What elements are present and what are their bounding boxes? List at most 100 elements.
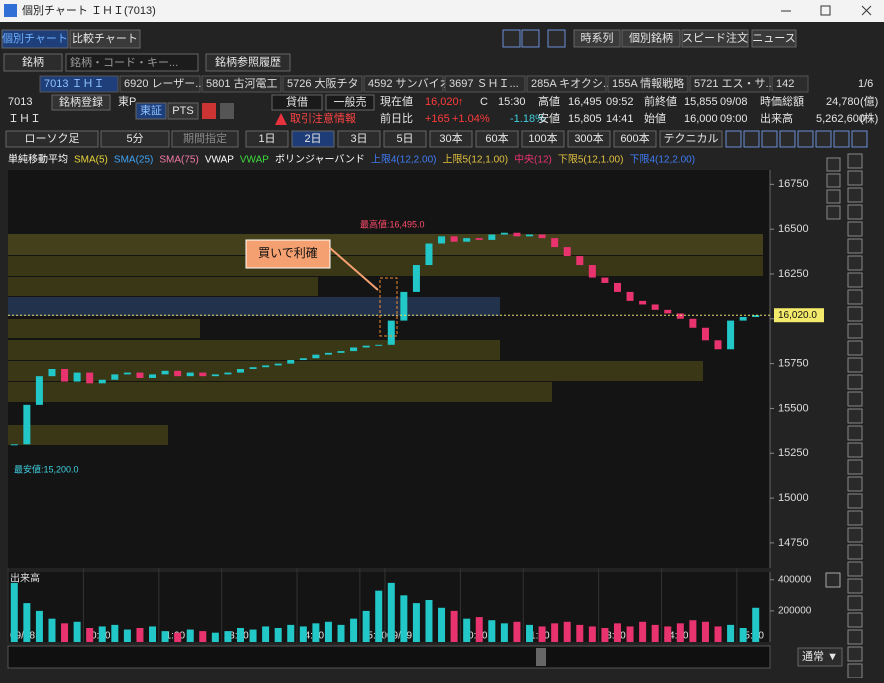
pane-icon[interactable] — [826, 157, 841, 172]
toolbar-icon[interactable] — [847, 306, 863, 322]
stock-tab-bg[interactable] — [444, 75, 526, 93]
range-button-bg[interactable] — [337, 130, 381, 148]
tool-icon[interactable] — [851, 130, 868, 148]
toolbar-icon[interactable] — [847, 255, 863, 271]
toolbar-icon[interactable] — [847, 391, 863, 407]
stock-tab-bg[interactable] — [363, 75, 444, 93]
interval-select-bg[interactable] — [100, 130, 170, 148]
toolbar-icon[interactable] — [847, 374, 863, 390]
tool-icon[interactable] — [779, 130, 796, 148]
range-button-bg[interactable] — [383, 130, 427, 148]
toolbar-icon[interactable] — [847, 544, 863, 560]
range-button-bg[interactable] — [521, 130, 565, 148]
candle — [312, 354, 320, 359]
scroll-thumb[interactable] — [536, 648, 546, 666]
range-button-bg[interactable] — [245, 130, 289, 148]
stock-tab-bg[interactable] — [526, 75, 607, 93]
toolbar-icon[interactable] — [847, 357, 863, 373]
tab-bg[interactable] — [1, 29, 69, 49]
technical-button-bg[interactable] — [659, 130, 723, 148]
toolbar-icon[interactable] — [847, 595, 863, 611]
tool-icon[interactable] — [743, 130, 760, 148]
toolbar-icon[interactable] — [847, 629, 863, 645]
toolbar-icon[interactable] — [847, 612, 863, 628]
exchange-button-bg[interactable] — [135, 102, 167, 120]
range-button-bg[interactable] — [291, 130, 335, 148]
toolbar-icon[interactable] — [847, 408, 863, 424]
pane-icon[interactable] — [826, 205, 841, 220]
toolbar-icon[interactable] — [847, 493, 863, 509]
toolbar-icon[interactable] — [847, 561, 863, 577]
toolbar-icon[interactable] — [847, 221, 863, 237]
toolbar-icon[interactable] — [847, 527, 863, 543]
stock-tab-bg[interactable] — [771, 75, 809, 93]
n-icon[interactable] — [202, 103, 216, 119]
stock-tab: 6920 レーザー... — [124, 77, 204, 90]
window-controls[interactable] — [781, 5, 872, 16]
stock-tab-bg[interactable] — [201, 75, 282, 93]
toolbar-icon[interactable] — [847, 663, 863, 679]
toolbar-icon[interactable] — [847, 153, 863, 169]
range-button-bg[interactable] — [613, 130, 657, 148]
x-tick-label: 13:00 — [601, 631, 626, 642]
tool-icon[interactable] — [761, 130, 778, 148]
scroll-mode-select-bg[interactable] — [797, 647, 843, 667]
close-pane-button[interactable] — [825, 572, 841, 588]
icon-button[interactable] — [547, 29, 566, 48]
x-tick-label: 13:00 — [224, 631, 249, 642]
volume-bar — [551, 623, 559, 642]
bell-icon[interactable] — [220, 103, 234, 119]
toolbar-icon[interactable] — [847, 204, 863, 220]
toolbar-icon[interactable] — [847, 323, 863, 339]
chart-type-select-bg[interactable] — [5, 130, 99, 148]
period-select-bg[interactable] — [171, 130, 239, 148]
toolbar-icon[interactable] — [847, 578, 863, 594]
toolbar-icon[interactable] — [847, 646, 863, 662]
quote-field: 15,805 — [568, 113, 602, 125]
icon-button[interactable] — [521, 29, 540, 48]
tool-icon[interactable] — [833, 130, 850, 148]
top-button-bg[interactable] — [573, 29, 621, 48]
scrollbar[interactable] — [7, 645, 771, 669]
top-button: ニュース — [752, 32, 795, 44]
toolbar-icon[interactable] — [847, 442, 863, 458]
tab-bg[interactable] — [69, 29, 141, 49]
tool-icon[interactable] — [815, 130, 832, 148]
toolbar-icon[interactable] — [847, 187, 863, 203]
range-button-bg[interactable] — [429, 130, 473, 148]
toolbar-icon[interactable] — [847, 238, 863, 254]
search-input[interactable] — [65, 53, 199, 72]
range-button-bg[interactable] — [567, 130, 611, 148]
stock-tab-bg[interactable] — [282, 75, 363, 93]
toolbar-icon[interactable] — [847, 425, 863, 441]
top-button-bg[interactable] — [681, 29, 749, 48]
top-button-bg[interactable] — [751, 29, 797, 48]
stock-type-select-bg[interactable] — [3, 53, 63, 72]
quote-field: -1.18% — [510, 113, 545, 125]
toolbar-icon[interactable] — [847, 510, 863, 526]
short-button-bg[interactable] — [325, 94, 375, 111]
range-button-bg[interactable] — [475, 130, 519, 148]
stock-tab: 155A 情報戦略 — [612, 76, 684, 90]
stock-tab-bg[interactable] — [39, 75, 119, 93]
pane-icon[interactable] — [826, 189, 841, 204]
toolbar-icon[interactable] — [847, 289, 863, 305]
toolbar-icon[interactable] — [847, 476, 863, 492]
toolbar-icon[interactable] — [847, 459, 863, 475]
toolbar-icon[interactable] — [847, 170, 863, 186]
stock-tab-bg[interactable] — [607, 75, 689, 93]
margin-button-bg[interactable] — [271, 94, 323, 111]
toolbar-icon[interactable] — [847, 272, 863, 288]
stock-tab-bg[interactable] — [119, 75, 201, 93]
icon-button[interactable] — [502, 29, 521, 48]
tool-icon[interactable] — [797, 130, 814, 148]
stock-tab-bg[interactable] — [689, 75, 771, 93]
pts-button-bg[interactable] — [167, 102, 199, 120]
register-button-bg[interactable] — [51, 94, 111, 111]
candle — [475, 238, 483, 240]
history-button-bg[interactable] — [205, 53, 291, 72]
tool-icon[interactable] — [725, 130, 742, 148]
top-button-bg[interactable] — [621, 29, 681, 48]
pane-icon[interactable] — [826, 173, 841, 188]
toolbar-icon[interactable] — [847, 340, 863, 356]
